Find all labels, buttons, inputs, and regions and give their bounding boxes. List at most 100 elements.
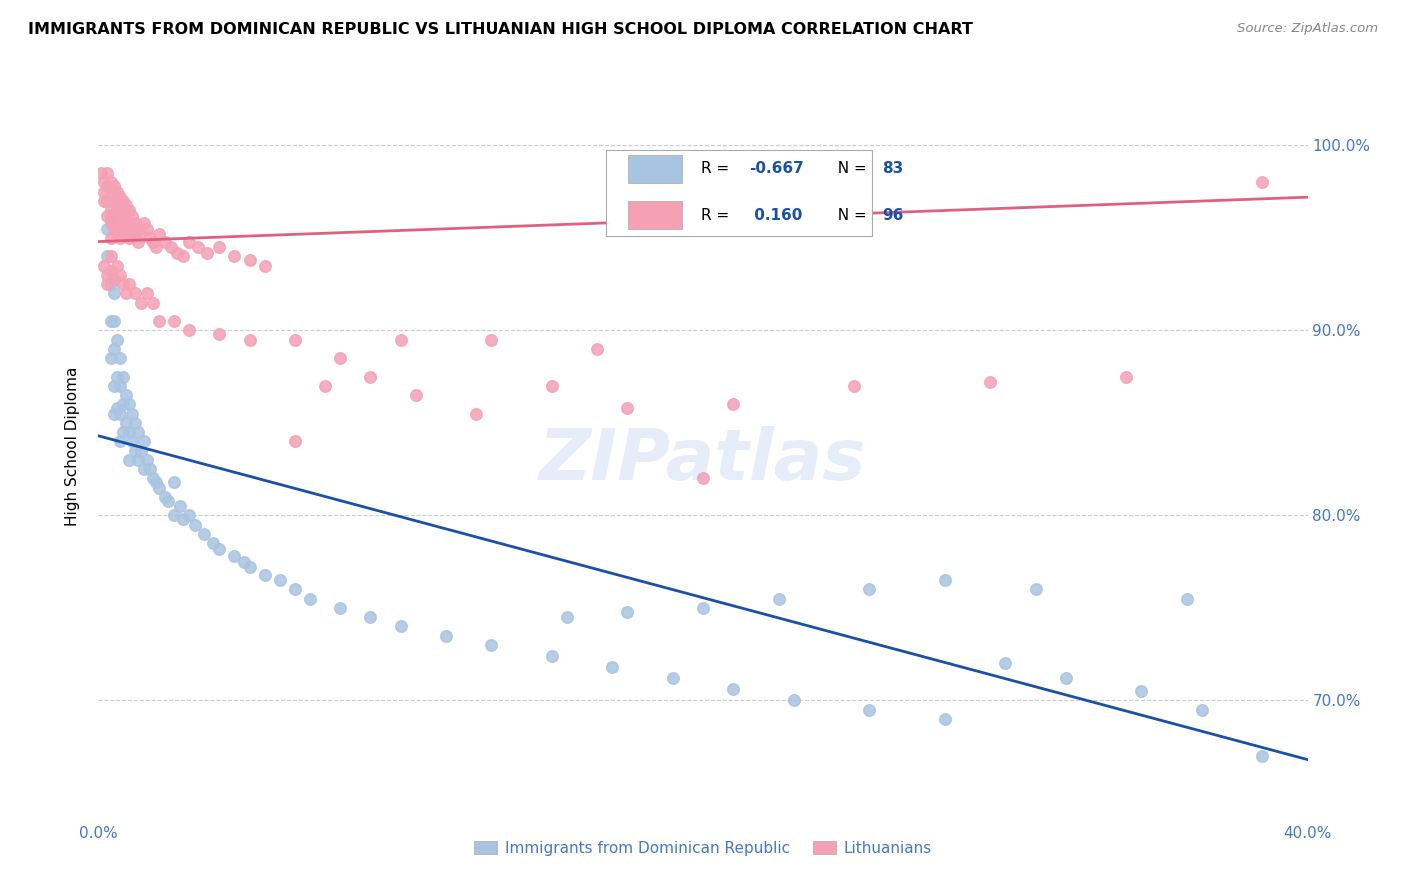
Point (616, 401, 638, 415)
Point (127, 425, 149, 439)
Text: -0.667: -0.667 (749, 161, 804, 177)
Point (108, 203, 131, 218)
Point (540, 379, 562, 393)
Point (103, 379, 125, 393)
Point (100, 231, 122, 245)
Point (100, 277, 122, 292)
Point (284, 333, 307, 347)
Point (103, 314, 125, 328)
Point (114, 227, 136, 242)
Point (269, 573, 291, 587)
Point (284, 434, 307, 449)
Point (93, 194, 115, 208)
Point (93, 259, 115, 273)
Point (253, 567, 276, 582)
Point (118, 231, 141, 245)
Point (108, 434, 131, 449)
Point (108, 351, 131, 365)
Point (1251, 748, 1274, 763)
Point (979, 375, 1001, 389)
Point (481, 638, 503, 652)
Point (187, 240, 209, 254)
Point (692, 600, 714, 615)
Point (96, 268, 118, 282)
Point (844, 379, 866, 393)
Point (389, 619, 412, 633)
Point (135, 453, 157, 467)
Point (129, 443, 152, 458)
Text: N =: N = (828, 161, 872, 177)
Point (405, 388, 427, 402)
Point (169, 499, 191, 513)
Point (100, 175, 122, 189)
Point (108, 407, 131, 421)
Point (103, 207, 125, 221)
Point (768, 591, 790, 606)
Point (105, 185, 128, 199)
Point (114, 286, 136, 301)
Point (360, 610, 382, 624)
Point (555, 610, 578, 624)
Point (135, 221, 157, 235)
Legend: Immigrants from Dominican Republic, Lithuanians: Immigrants from Dominican Republic, Lith… (468, 834, 938, 862)
Point (132, 462, 155, 476)
Point (118, 425, 141, 439)
Point (105, 227, 128, 242)
Point (124, 416, 146, 430)
Point (114, 197, 136, 211)
Point (208, 541, 231, 556)
Point (616, 605, 638, 619)
Point (124, 286, 146, 301)
Point (108, 231, 131, 245)
Point (481, 333, 503, 347)
Point (96, 166, 118, 180)
Point (105, 333, 128, 347)
Point (111, 194, 134, 208)
Point (108, 190, 131, 204)
Point (389, 333, 412, 347)
Point (129, 227, 152, 242)
Point (139, 462, 162, 476)
Point (153, 490, 176, 504)
Point (114, 212, 136, 227)
Point (148, 481, 170, 495)
Point (93, 175, 115, 189)
Point (172, 512, 194, 526)
Point (111, 369, 134, 384)
Point (96, 277, 118, 292)
Point (434, 629, 457, 643)
Point (129, 295, 152, 310)
Y-axis label: High School Diploma: High School Diploma (65, 367, 80, 525)
Point (329, 351, 352, 365)
Point (239, 333, 262, 347)
Point (184, 517, 207, 532)
Point (166, 245, 188, 260)
Point (692, 471, 714, 485)
Point (108, 379, 131, 393)
Point (108, 216, 131, 230)
Point (783, 693, 806, 707)
Point (1054, 671, 1077, 685)
Point (105, 259, 128, 273)
Point (105, 197, 128, 211)
Point (163, 508, 186, 523)
Point (100, 212, 122, 227)
Point (148, 314, 170, 328)
Point (540, 648, 562, 663)
Point (139, 231, 162, 245)
Point (114, 388, 136, 402)
Point (329, 600, 352, 615)
Point (156, 493, 179, 508)
Point (100, 351, 122, 365)
Point (111, 397, 134, 411)
Point (103, 221, 125, 235)
Text: R =: R = (700, 208, 734, 223)
Point (314, 379, 336, 393)
Point (100, 264, 122, 278)
Point (96, 221, 118, 235)
Point (163, 475, 186, 489)
Point (145, 475, 167, 489)
FancyBboxPatch shape (628, 201, 682, 229)
Point (239, 560, 262, 574)
Point (1115, 369, 1137, 384)
